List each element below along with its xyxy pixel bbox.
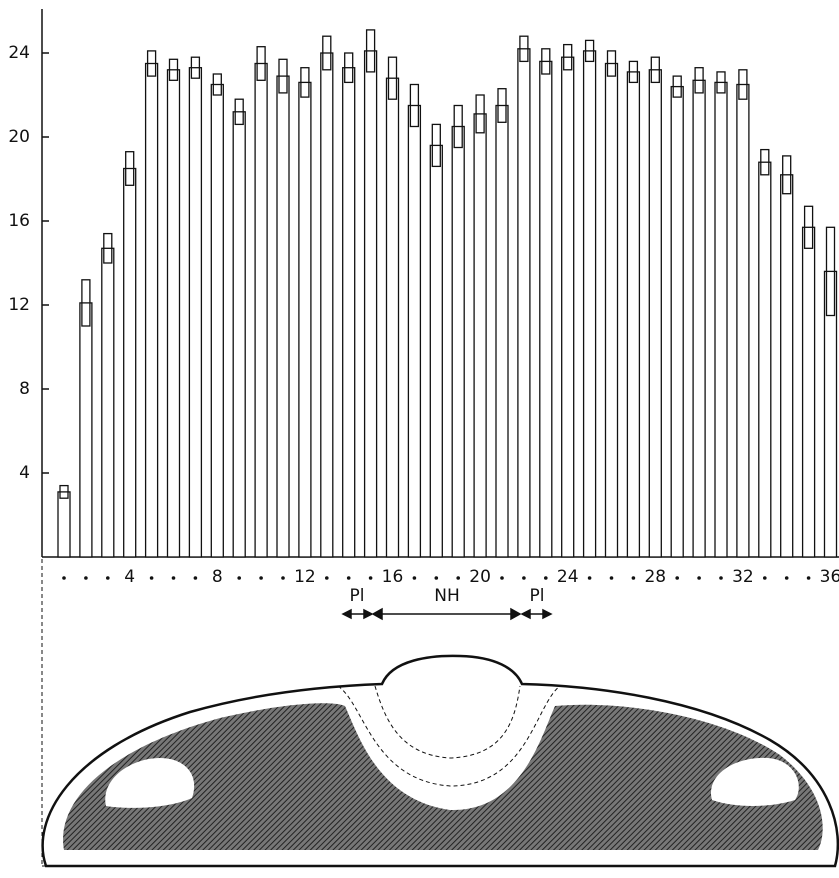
bar bbox=[759, 162, 771, 557]
bar bbox=[233, 112, 245, 557]
bar bbox=[102, 248, 114, 557]
annotation: Pl bbox=[530, 586, 545, 606]
x-tick-dot bbox=[807, 576, 811, 580]
y-tick-label: 12 bbox=[8, 295, 30, 315]
x-tick-dot bbox=[259, 576, 263, 580]
x-tick-dot bbox=[544, 576, 548, 580]
x-tick-label: 8 bbox=[212, 567, 223, 587]
bar bbox=[58, 492, 70, 557]
y-tick-label: 16 bbox=[8, 211, 30, 231]
bar bbox=[671, 87, 683, 557]
bar bbox=[124, 169, 136, 558]
x-tick-dot bbox=[237, 576, 241, 580]
x-tick-dot bbox=[347, 576, 351, 580]
bar bbox=[606, 64, 618, 558]
bar bbox=[693, 80, 705, 557]
x-tick-label: 16 bbox=[382, 567, 404, 587]
bar bbox=[562, 57, 574, 557]
bar bbox=[387, 78, 399, 557]
bar bbox=[168, 70, 180, 557]
bar bbox=[189, 68, 201, 557]
x-tick-dot bbox=[150, 576, 154, 580]
x-tick-dot bbox=[675, 576, 679, 580]
x-tick-label: 12 bbox=[294, 567, 316, 587]
annotation-arrows bbox=[343, 609, 551, 619]
bar bbox=[408, 106, 420, 558]
bar bbox=[649, 70, 661, 557]
x-tick-dot bbox=[62, 576, 66, 580]
bar bbox=[518, 49, 530, 557]
bar bbox=[627, 72, 639, 557]
bar bbox=[781, 175, 793, 557]
bar bbox=[299, 82, 311, 557]
y-tick-label: 8 bbox=[19, 379, 30, 399]
x-tick-dot bbox=[763, 576, 767, 580]
bar bbox=[365, 51, 377, 557]
chart: Pl NH Pl 4 8 12 16 20 24 4 8 12 16 20 24 28 32 36 bbox=[0, 0, 839, 878]
bar bbox=[452, 127, 464, 558]
x-tick-dot bbox=[369, 576, 373, 580]
x-tick-dot bbox=[610, 576, 614, 580]
x-tick-dot bbox=[435, 576, 439, 580]
bar bbox=[255, 64, 267, 558]
x-tick-dot bbox=[632, 576, 636, 580]
x-tick-dot bbox=[325, 576, 329, 580]
bar bbox=[737, 85, 749, 558]
x-tick-dot bbox=[500, 576, 504, 580]
x-tick-dot bbox=[588, 576, 592, 580]
x-tick-label: 4 bbox=[124, 567, 135, 587]
bar bbox=[211, 85, 223, 558]
bar bbox=[430, 145, 442, 557]
x-tick-label: 32 bbox=[732, 567, 754, 587]
bar bbox=[343, 68, 355, 557]
x-tick-dot bbox=[413, 576, 417, 580]
cross-section bbox=[43, 656, 838, 866]
x-tick-dot bbox=[84, 576, 88, 580]
x-tick-label: 36 bbox=[820, 567, 839, 587]
bar bbox=[715, 82, 727, 557]
x-tick-dot bbox=[281, 576, 285, 580]
x-tick-label: 24 bbox=[557, 567, 579, 587]
bar bbox=[803, 227, 815, 557]
x-tick-label: 20 bbox=[469, 567, 491, 587]
bar bbox=[277, 76, 289, 557]
bar bbox=[321, 53, 333, 557]
x-tick-dot bbox=[456, 576, 460, 580]
y-tick-label: 4 bbox=[19, 463, 30, 483]
annotation: NH bbox=[434, 586, 460, 606]
bar bbox=[496, 106, 508, 558]
x-tick-label: 28 bbox=[644, 567, 666, 587]
bar bbox=[146, 64, 158, 558]
x-tick-dot bbox=[719, 576, 723, 580]
annotation: Pl bbox=[350, 586, 365, 606]
x-tick-dot bbox=[106, 576, 110, 580]
bar bbox=[474, 114, 486, 557]
x-tick-dot bbox=[194, 576, 198, 580]
x-tick-dot bbox=[697, 576, 701, 580]
y-tick-label: 20 bbox=[8, 127, 30, 147]
x-tick-dot bbox=[172, 576, 176, 580]
bar bbox=[584, 51, 596, 557]
bar bbox=[80, 303, 92, 557]
y-tick-label: 24 bbox=[8, 43, 30, 63]
x-tick-dot bbox=[785, 576, 789, 580]
x-tick-dot bbox=[522, 576, 526, 580]
bar bbox=[540, 61, 552, 557]
